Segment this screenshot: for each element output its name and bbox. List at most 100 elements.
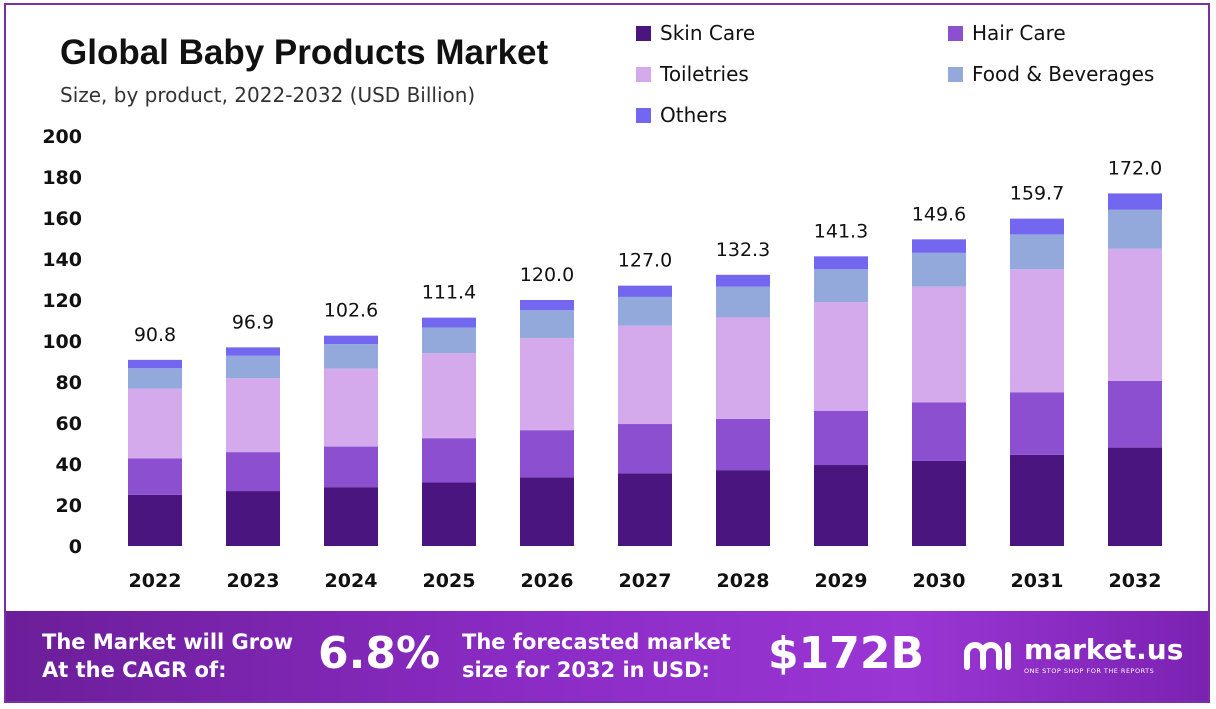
bar-segment-skin-care: [912, 460, 966, 546]
forecast-label-line2: size for 2032 in USD:: [462, 658, 710, 682]
bar-segment-others: [422, 317, 476, 328]
bar-segment-food-and-beverages: [912, 252, 966, 287]
bar-segment-toiletries: [912, 286, 966, 403]
bar-segment-skin-care: [814, 465, 868, 546]
chart-subtitle: Size, by product, 2022-2032 (USD Billion…: [60, 83, 476, 107]
y-tick-label: 200: [42, 126, 82, 148]
legend-item-food-beverages: Food & Beverages: [948, 62, 1154, 86]
bar-segment-food-and-beverages: [520, 310, 574, 338]
bar-segment-hair-care: [814, 410, 868, 466]
bar-segment-others: [1108, 193, 1162, 210]
total-value-label: 127.0: [618, 250, 672, 272]
bar-segment-food-and-beverages: [128, 368, 182, 389]
chart-frame: Global Baby Products Market Size, by pro…: [4, 3, 1210, 703]
bar-segment-food-and-beverages: [422, 327, 476, 354]
bar-segment-others: [128, 359, 182, 369]
bar-segment-toiletries: [226, 378, 280, 453]
total-value-label: 149.6: [912, 203, 966, 225]
bar-segment-others: [814, 256, 868, 270]
bar-segment-hair-care: [324, 446, 378, 488]
x-tick-label: 2029: [815, 570, 868, 592]
bar-segment-skin-care: [324, 487, 378, 546]
bar-segment-toiletries: [1108, 248, 1162, 381]
total-value-label: 96.9: [232, 311, 274, 333]
legend-label-food-beverages: Food & Beverages: [972, 62, 1155, 86]
x-tick-label: 2023: [227, 570, 280, 592]
total-value-label: 90.8: [134, 324, 176, 346]
x-tick-label: 2027: [619, 570, 672, 592]
total-value-label: 172.0: [1108, 157, 1162, 179]
total-value-label: 159.7: [1010, 183, 1064, 205]
legend-label-skin-care: Skin Care: [660, 21, 756, 45]
forecast-value: $172B: [768, 628, 924, 679]
bar-segment-toiletries: [324, 368, 378, 447]
bar-segment-toiletries: [128, 388, 182, 459]
stacked-bar-chart: 0 20 40 60 80 100 120 140 160 180 200 90.8 2022 96.9 2…: [42, 126, 1162, 592]
x-tick-label: 2031: [1011, 570, 1064, 592]
bar-segment-food-and-beverages: [1010, 234, 1064, 270]
legend-swatch-others: [636, 107, 651, 123]
cagr-label-line1: The Market will Grow: [42, 630, 293, 654]
bar-segment-hair-care: [1108, 380, 1162, 448]
cagr-label: The Market will Grow At the CAGR of:: [42, 628, 293, 684]
legend-swatch-skin-care: [636, 25, 651, 41]
bar-segment-skin-care: [618, 473, 672, 546]
y-tick-label: 40: [56, 454, 82, 476]
y-tick-label: 80: [56, 372, 82, 394]
x-tick-label: 2032: [1109, 570, 1162, 592]
bar-segment-food-and-beverages: [618, 296, 672, 326]
cagr-label-line2: At the CAGR of:: [42, 658, 227, 682]
total-value-label: 120.0: [520, 264, 574, 286]
footer-banner: The Market will Grow At the CAGR of: 6.8…: [6, 611, 1208, 701]
bar-segment-skin-care: [226, 491, 280, 546]
brand-tagline: ONE STOP SHOP FOR THE REPORTS: [1024, 667, 1155, 675]
bar-segment-food-and-beverages: [324, 344, 378, 369]
x-tick-label: 2022: [129, 570, 182, 592]
x-tick-label: 2028: [717, 570, 770, 592]
bar-segment-skin-care: [1010, 454, 1064, 546]
brand-name: market.us: [1024, 633, 1184, 666]
bar-segment-hair-care: [128, 458, 182, 495]
bar-segment-toiletries: [520, 337, 574, 431]
bar-segment-toiletries: [716, 317, 770, 419]
bar-segment-food-and-beverages: [226, 355, 280, 379]
total-value-label: 141.3: [814, 220, 868, 242]
bar-segment-skin-care: [422, 482, 476, 546]
bar-segment-others: [1010, 218, 1064, 235]
x-tick-label: 2030: [913, 570, 966, 592]
cagr-value: 6.8%: [318, 628, 441, 679]
total-value-label: 102.6: [324, 300, 378, 322]
x-tick-label: 2026: [521, 570, 574, 592]
legend-label-hair-care: Hair Care: [972, 21, 1066, 45]
bar-segment-skin-care: [128, 494, 182, 546]
total-value-label: 132.3: [716, 239, 770, 261]
legend-item-toiletries: Toiletries: [636, 62, 749, 86]
y-tick-label: 140: [42, 249, 82, 271]
bar-segment-hair-care: [912, 402, 966, 461]
x-tick-label: 2025: [423, 570, 476, 592]
legend-swatch-hair-care: [948, 25, 963, 41]
bar-segment-toiletries: [814, 302, 868, 411]
legend-item-hair-care: Hair Care: [948, 21, 1066, 45]
bar-segment-toiletries: [618, 325, 672, 425]
market-us-logo-icon: [964, 642, 1011, 670]
bar-segment-others: [520, 300, 574, 311]
bar-segment-hair-care: [520, 430, 574, 478]
brand-logo: market.us ONE STOP SHOP FOR THE REPORTS: [962, 635, 1183, 675]
y-tick-label: 120: [42, 290, 82, 312]
bar-segment-hair-care: [1010, 392, 1064, 455]
forecast-label-line1: The forecasted market: [462, 630, 731, 654]
bar-segment-hair-care: [422, 438, 476, 483]
bar-segment-hair-care: [226, 452, 280, 492]
x-tick-label: 2024: [325, 570, 378, 592]
legend-item-others: Others: [636, 103, 727, 127]
legend-item-skin-care: Skin Care: [636, 21, 755, 45]
bar-segment-hair-care: [716, 418, 770, 471]
bar-segment-others: [226, 347, 280, 356]
y-tick-label: 20: [56, 495, 82, 517]
legend-label-others: Others: [660, 103, 728, 127]
bar-segment-skin-care: [716, 470, 770, 546]
y-tick-label: 60: [56, 413, 82, 435]
total-value-label: 111.4: [422, 282, 476, 304]
bar-segment-others: [324, 335, 378, 345]
